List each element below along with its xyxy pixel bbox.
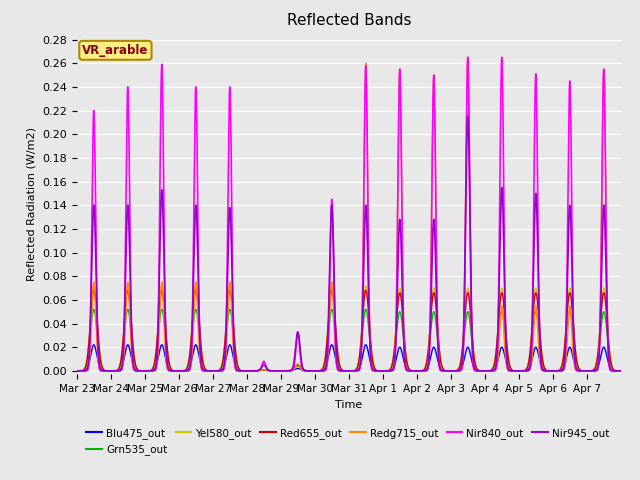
- X-axis label: Time: Time: [335, 400, 362, 409]
- Y-axis label: Reflected Radiation (W/m2): Reflected Radiation (W/m2): [27, 127, 36, 281]
- Legend: Blu475_out, Grn535_out, Yel580_out, Red655_out, Redg715_out, Nir840_out, Nir945_: Blu475_out, Grn535_out, Yel580_out, Red6…: [82, 424, 613, 459]
- Text: VR_arable: VR_arable: [82, 44, 148, 57]
- Title: Reflected Bands: Reflected Bands: [287, 13, 411, 28]
